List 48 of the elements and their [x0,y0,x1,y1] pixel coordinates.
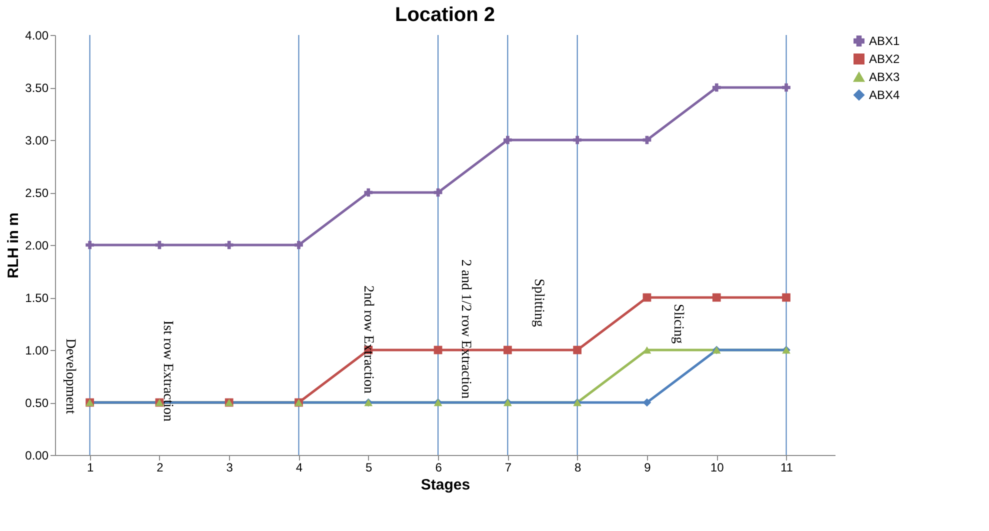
x-tick-label: 2 [156,460,164,474]
point [224,240,234,250]
point [712,293,721,302]
point [573,136,582,144]
annotation: Splitting [531,278,546,327]
y-tick-label: 0.50 [25,396,49,410]
point [782,293,790,302]
point [573,346,582,354]
x-tick-label: 8 [574,460,582,474]
y-tick-label: 2.00 [25,238,49,252]
point [712,83,721,92]
legend-label: ABX4 [869,88,900,102]
x-tick-label: 6 [435,460,442,474]
point [86,240,94,250]
x-tick-label: 10 [710,460,724,474]
y-tick-label: 4.00 [25,28,49,42]
x-tick-label: 3 [226,460,234,474]
legend-label: ABX1 [869,34,900,48]
legend-label: ABX2 [869,52,900,66]
point [364,188,373,197]
x-axis-title: Stages [420,476,470,494]
annotation: Development [62,338,78,414]
annotation: Ist row Extraction [160,320,175,422]
y-tick-label: 3.00 [25,134,49,148]
point [503,136,512,144]
point [294,240,303,250]
x-tick-label: 9 [644,460,652,474]
point [503,346,512,354]
x-tick-label: 5 [366,460,373,474]
y-axis-title: RLH in m [5,212,22,278]
y-tick-label: 0.00 [25,448,49,462]
x-tick-label: 4 [296,460,303,474]
point [782,83,790,92]
chart-title: Location 2 [394,4,496,26]
point [434,346,442,354]
y-tick-label: 2.50 [25,186,49,200]
x-tick-label: 11 [780,460,794,474]
x-tick-label: 7 [504,460,512,474]
x-tick-label: 1 [86,460,94,474]
annotation: Slicing [670,304,686,344]
point [642,293,652,302]
y-tick-label: 3.50 [25,81,49,95]
legend-label: ABX3 [869,70,900,84]
y-tick-label: 1.50 [25,291,49,305]
y-tick-label: 1.00 [25,344,49,358]
annotation: 2nd row Extraction [360,285,376,394]
annotation: 2 and 1/2 row Extraction [458,259,473,399]
point [642,398,652,407]
